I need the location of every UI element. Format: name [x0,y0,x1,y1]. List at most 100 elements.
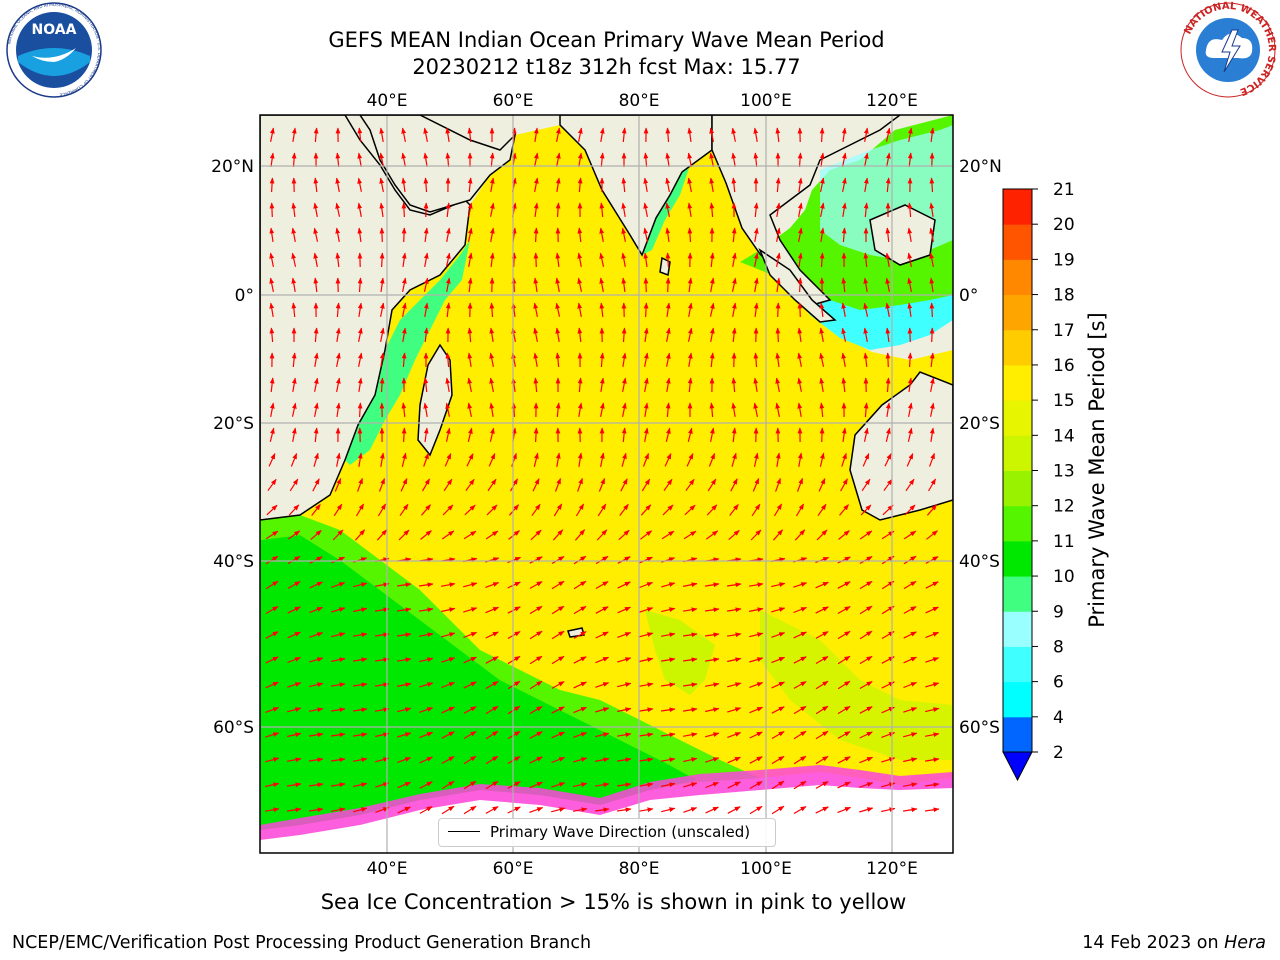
wave-arrow [840,478,848,492]
wave-arrow [907,427,913,442]
wave-arrow [687,202,693,217]
wave-arrow [529,605,543,615]
wave-arrow [309,657,324,663]
wave-arrow [753,252,759,267]
wave-arrow [687,277,693,292]
wave-arrow [837,605,851,615]
wave-arrow [685,478,695,492]
wave-arrow [749,805,763,815]
colorbar-tick-label: 4 [1053,708,1064,728]
wave-arrow [353,657,368,663]
wave-arrow [793,805,807,815]
wave-arrow [687,227,693,243]
wave-arrow [423,327,429,343]
wave-arrow [753,152,759,168]
colorbar-tick-label: 11 [1053,532,1075,552]
wave-arrow [682,582,698,588]
wave-arrow [599,227,605,243]
wave-arrow [705,530,719,540]
wave-arrow [595,807,610,813]
wave-arrow [551,580,565,590]
wave-arrow [379,377,385,393]
wave-arrow [507,556,522,564]
wave-arrow [489,227,495,243]
wave-arrow [837,556,851,564]
lat-tick-right-2: 0° [959,286,978,306]
gridlines [260,115,953,853]
wave-arrow [330,682,346,688]
wave-arrow [752,477,760,492]
colorbar-tick-label: 19 [1053,250,1075,270]
wave-arrow [377,503,387,517]
wave-arrow [485,705,499,715]
wave-arrow [577,402,583,418]
colorbar-ticks: 2 4 6 8 9 10 11 12 13 14 15 16 17 18 19 20 21 [1032,180,1075,763]
wave-arrow [507,730,521,740]
wave-arrow [423,377,429,393]
wave-arrow [379,227,385,243]
wave-arrow [555,352,561,368]
wave-arrow [313,452,319,467]
wave-arrow [309,606,324,614]
wave-arrow [643,227,649,243]
wave-arrow [837,781,851,789]
wave-arrow [775,277,781,292]
wave-arrow [863,302,869,317]
wave-arrow [419,682,434,688]
wave-arrow [660,632,676,638]
wave-arrow [819,127,825,143]
wave-arrow [929,352,935,367]
title-line-2: 20230212 t18z 312h fcst Max: 15.77 [412,55,801,79]
map-area[interactable] [260,115,953,853]
map-frame [259,114,954,854]
wave-arrow [643,352,649,368]
wave-arrow [268,453,276,467]
wave-arrow [907,277,913,293]
wave-arrow [709,277,715,293]
wave-arrow [551,630,565,640]
wave-arrow [885,327,891,342]
wave-arrow [555,302,561,317]
wave-arrow [841,227,847,243]
wave-arrow [841,452,847,467]
wave-arrow [731,377,737,393]
wave-arrow [419,731,434,739]
wave-arrow [619,503,629,516]
wave-arrow [749,682,764,688]
wave-arrow [687,152,693,168]
wave-arrow [507,680,521,690]
wave-arrow [286,757,302,763]
wave-arrow [463,706,477,714]
wave-arrow [397,632,412,638]
wave-arrow [467,252,473,268]
wave-arrow [401,452,407,467]
wave-arrow [617,632,632,638]
wave-arrow [709,327,715,343]
wave-arrow [291,302,297,318]
wave-arrow [819,202,825,218]
wave-arrow [573,681,587,689]
wave-arrow [775,177,781,193]
wave-arrow [687,427,693,442]
wave-arrow [925,682,940,688]
wave-arrow [661,657,676,663]
wave-arrow [885,252,891,268]
wave-arrow [267,478,277,492]
wave-arrow [819,227,825,242]
wave-arrow [331,556,346,564]
wave-arrow [485,530,499,540]
wave-arrow [357,227,363,242]
wave-arrow [793,606,808,614]
wave-arrow [287,656,302,664]
wave-arrow [863,252,869,268]
wave-arrow [441,632,456,638]
wave-arrow [775,252,781,268]
wave-arrow [727,756,741,764]
wave-arrow [533,252,539,268]
wave-arrow [269,302,275,318]
lat-tick-left-2: 0° [235,286,254,306]
wave-arrow [925,581,939,589]
wave-arrow [819,427,825,443]
wave-arrow [907,402,913,418]
wave-arrow [467,277,473,292]
